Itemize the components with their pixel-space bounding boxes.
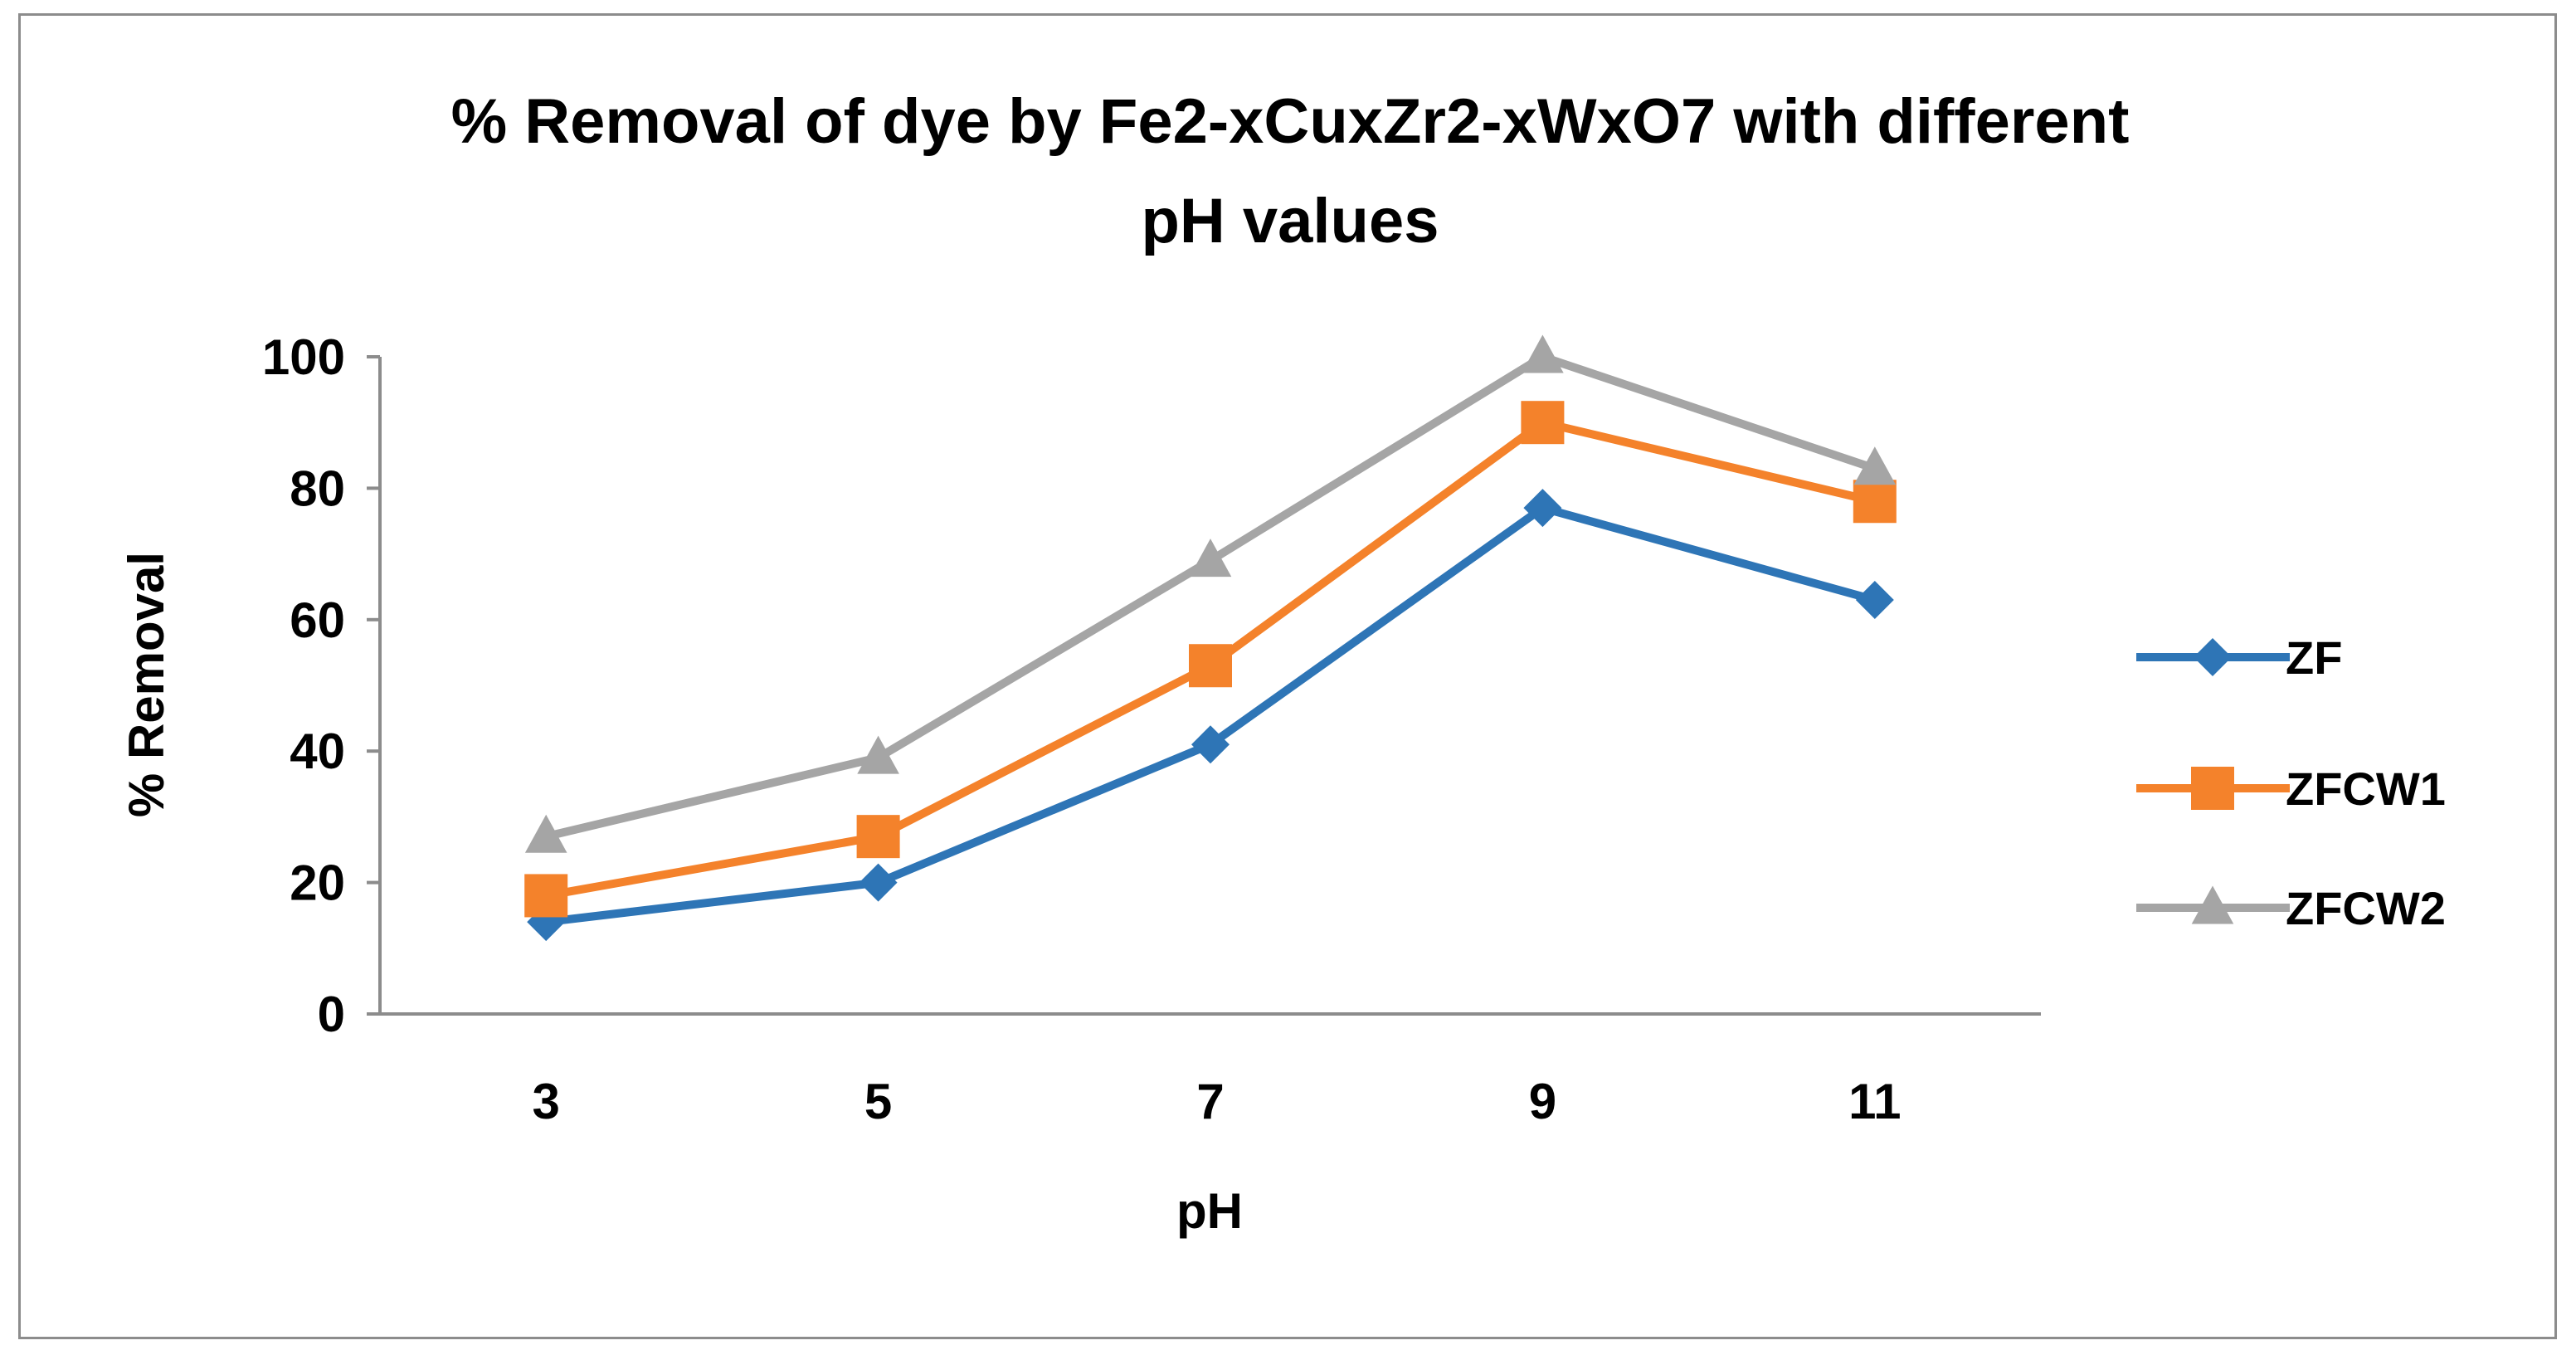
x-tick-label: 3 [533,1074,560,1129]
data-point-zfcw1 [524,874,568,918]
legend-item-zf: ZF [2136,631,2342,684]
data-point-zfcw2 [1853,446,1897,485]
chart-title: % Removal of dye by Fe2-xCuxZr2-xWxO7 wi… [451,86,2130,256]
series-zfcw2 [524,334,1897,853]
y-tick-label: 20 [290,855,345,911]
data-point-zf [1191,725,1230,764]
legend-item-zfcw2: ZFCW2 [2136,882,2446,934]
legend-label: ZFCW1 [2286,763,2446,815]
data-point-zfcw1 [1189,644,1232,688]
y-axis-ticks: 0 20 40 60 80 100 [262,329,380,1042]
x-tick-label: 5 [864,1074,892,1129]
chart-frame [18,13,2557,1339]
data-point-zfcw1 [1521,401,1565,445]
y-tick-label: 60 [290,592,345,648]
legend-marker [2191,767,2234,810]
legend-label: ZFCW2 [2286,882,2446,934]
series-layer [524,334,1897,942]
series-zfcw1 [524,401,1897,918]
data-point-zfcw1 [1853,480,1897,524]
legend: ZF ZFCW1 ZFCW2 [2136,631,2446,934]
y-tick-label: 80 [290,461,345,516]
x-axis-ticks: 3 5 7 9 11 [533,1074,1902,1129]
y-tick-label: 100 [262,329,345,385]
x-tick-label: 7 [1196,1074,1224,1129]
data-point-zfcw2 [524,814,567,853]
x-axis-label: pH [1176,1183,1243,1239]
series-line-zfcw2 [545,353,1877,841]
data-point-zfcw2 [1522,334,1564,373]
data-point-zfcw2 [857,735,899,774]
data-point-zf [1523,489,1562,528]
legend-label: ZF [2286,631,2342,684]
data-point-zf [859,863,898,902]
y-axis-label: % Removal [119,552,174,817]
legend-item-zfcw1: ZFCW1 [2136,763,2446,815]
y-tick-label: 0 [318,987,345,1042]
legend-marker [2191,885,2234,924]
chart-title-line-1: % Removal of dye by Fe2-xCuxZr2-xWxO7 wi… [451,86,2130,157]
chart-title-line-2: pH values [1141,186,1439,256]
x-tick-label: 9 [1529,1074,1556,1129]
x-tick-label: 11 [1848,1074,1901,1129]
data-point-zfcw1 [856,815,900,859]
data-point-zfcw2 [1189,539,1232,578]
y-tick-label: 40 [290,724,345,779]
data-point-zf [1855,581,1894,620]
legend-marker [2194,638,2232,676]
